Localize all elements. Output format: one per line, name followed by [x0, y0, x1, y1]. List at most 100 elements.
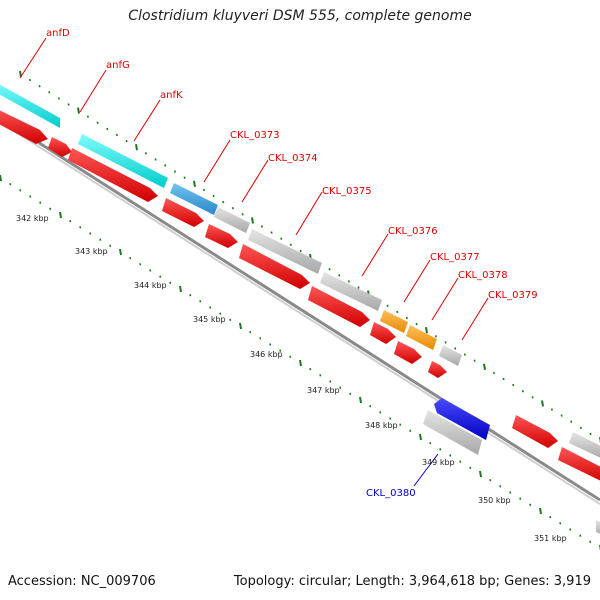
cds-red-5[interactable]: [205, 224, 238, 248]
tick-mark: [99, 238, 102, 241]
cds-red-11[interactable]: [512, 415, 558, 448]
tick-mark: [279, 349, 282, 352]
tick-mark: [164, 164, 167, 167]
gene-CKL_0379[interactable]: [439, 345, 462, 366]
tick-mark: [319, 374, 322, 377]
gene-anfK[interactable]: [78, 134, 168, 188]
tick-mark: [329, 380, 332, 383]
gene-right-edge[interactable]: [596, 520, 600, 536]
cds-red-9[interactable]: [394, 341, 422, 364]
gene-CKL_0377[interactable]: [380, 310, 408, 333]
tick-mark: [173, 170, 176, 173]
genome-summary-text: Topology: circular; Length: 3,964,618 bp…: [233, 574, 591, 589]
cds-red-1[interactable]: [0, 108, 48, 144]
tick-mark: [509, 491, 512, 494]
tick-mark: [222, 200, 225, 204]
tick-mark: [359, 396, 362, 404]
backbone-inner: [0, 121, 600, 505]
gene-label: CKL_0376: [388, 226, 438, 237]
gene-CKL_0378[interactable]: [406, 325, 437, 350]
gene-label: CKL_0380: [366, 488, 416, 499]
gene-label: anfK: [160, 90, 183, 101]
tick-mark: [48, 91, 51, 94]
tick-mark: [415, 322, 418, 326]
tick-mark: [0, 174, 2, 182]
tick-mark: [79, 226, 82, 229]
tick-mark: [144, 152, 147, 155]
tick-mark: [89, 232, 92, 235]
tick-mark: [209, 306, 212, 309]
cds-red-7[interactable]: [308, 286, 370, 327]
tick-mark: [77, 107, 80, 114]
tick-mark: [270, 231, 273, 234]
tick-mark: [135, 144, 138, 151]
tick-mark: [38, 85, 41, 88]
tick-mark: [369, 404, 372, 408]
tick-mark: [96, 121, 99, 124]
tick-mark: [39, 201, 42, 204]
tick-mark: [459, 460, 462, 463]
tick-mark: [539, 507, 542, 515]
tick-mark: [570, 420, 573, 423]
tick-mark: [469, 466, 472, 470]
tick-mark: [309, 367, 312, 371]
gene-anfD[interactable]: [0, 82, 60, 128]
gene-labels: anfD anfG anfK CKL_0373 CKL_0374 CKL_037…: [46, 28, 538, 499]
gene-CKL_0373[interactable]: [170, 183, 218, 215]
tick-mark: [444, 341, 447, 344]
gene-features: [0, 82, 600, 536]
cds-red-12[interactable]: [558, 447, 600, 483]
cds-red-2[interactable]: [48, 137, 72, 157]
gene-CKL_0374[interactable]: [214, 207, 250, 233]
cds-red-10[interactable]: [428, 361, 447, 378]
tick-mark: [473, 359, 476, 362]
gene-label: CKL_0374: [268, 153, 318, 164]
map-title: Clostridium kluyveri DSM 555, complete g…: [128, 8, 472, 24]
cds-red-6[interactable]: [239, 244, 310, 289]
tick-mark: [169, 281, 172, 285]
cds-red-8[interactable]: [370, 322, 396, 344]
tick-mark: [550, 408, 553, 411]
tick-mark: [154, 158, 157, 161]
tick-mark: [434, 335, 437, 338]
tick-mark: [492, 371, 495, 375]
gene-right-gray[interactable]: [569, 432, 600, 460]
tick-mark: [239, 322, 242, 330]
tick-mark: [541, 400, 544, 407]
cds-red-3[interactable]: [68, 148, 158, 202]
tick-mark: [69, 219, 72, 223]
tick-mark: [489, 478, 492, 482]
tick-mark: [249, 330, 252, 334]
tick-mark: [183, 176, 186, 179]
tick-mark: [260, 225, 263, 228]
tick-mark: [521, 390, 524, 393]
genome-map-content: anfD anfG anfK CKL_0373 CKL_0374 CKL_037…: [0, 28, 600, 552]
tick-mark: [269, 343, 272, 346]
gene-CKL_0376[interactable]: [320, 272, 382, 311]
kbp-label: 351 kbp: [534, 534, 567, 543]
tick-mark: [338, 274, 341, 277]
tick-mark: [419, 433, 422, 441]
tick-mark: [19, 189, 22, 192]
gene-CKL_0380[interactable]: [423, 410, 482, 455]
tick-mark: [280, 237, 283, 240]
tick-mark: [299, 249, 302, 253]
tick-mark: [425, 327, 428, 334]
tick-mark: [502, 377, 505, 381]
cds-reverse-blue[interactable]: [434, 398, 490, 440]
tick-mark: [67, 103, 70, 106]
kbp-label: 342 kbp: [16, 214, 49, 223]
tick-mark: [259, 337, 262, 340]
tick-mark: [229, 318, 232, 322]
tick-mark: [139, 263, 142, 266]
kbp-label: 348 kbp: [365, 421, 398, 430]
cds-red-4[interactable]: [162, 198, 204, 227]
tick-mark: [529, 503, 532, 507]
tick-mark: [289, 355, 292, 359]
leader-lines: [19, 37, 489, 487]
tick-mark: [409, 429, 412, 433]
tick-mark: [512, 383, 515, 387]
gene-CKL_0375[interactable]: [248, 229, 322, 274]
tick-mark: [149, 269, 152, 272]
kbp-label: 343 kbp: [75, 247, 108, 256]
